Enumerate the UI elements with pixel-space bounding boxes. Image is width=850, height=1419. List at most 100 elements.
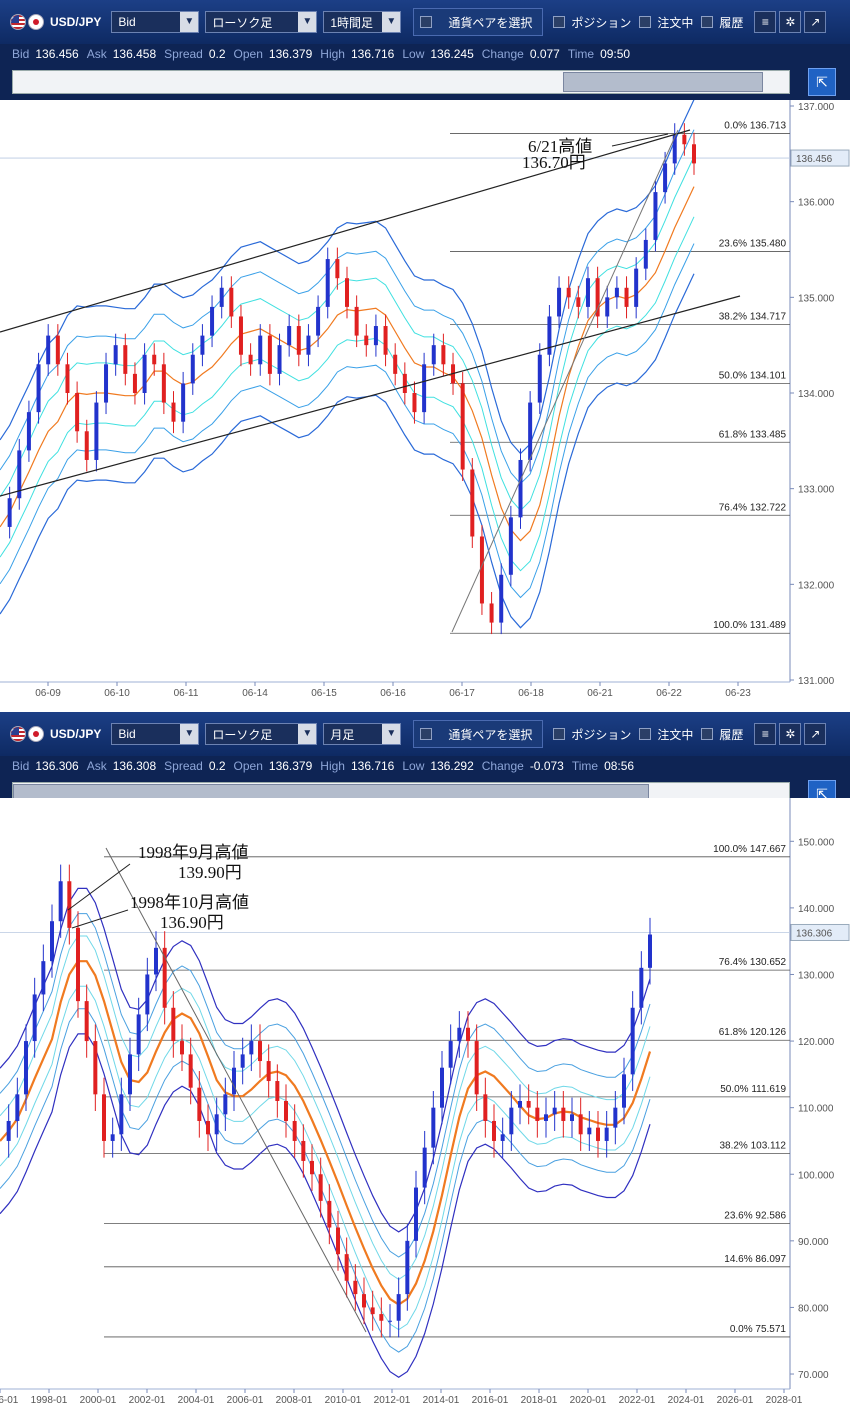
candle-body <box>402 373 407 393</box>
bollinger-band-inner <box>0 216 695 572</box>
candle-body <box>142 354 147 393</box>
price-type-value: Bid <box>118 727 136 741</box>
y-tick-label: 132.000 <box>798 580 835 591</box>
navigator-slider[interactable] <box>12 70 790 94</box>
jp-flag-icon <box>28 14 44 30</box>
candle-body <box>258 1041 262 1062</box>
annotation-line1: 6/21高値 <box>528 137 592 156</box>
candle-body <box>492 1120 496 1141</box>
history-checkbox[interactable] <box>701 16 714 28</box>
candle-body <box>552 1107 557 1115</box>
candle-body <box>578 1114 583 1135</box>
timeframe-select[interactable]: 1時間足 ▼ <box>323 11 402 33</box>
history-checkbox[interactable] <box>701 728 714 740</box>
zoom-icon[interactable]: ⇱ <box>808 68 836 96</box>
bid-value: 136.306 <box>35 759 79 773</box>
hourly-chart[interactable]: 137.000 136.000 135.000 134.000 133.000 132.0… <box>0 100 850 712</box>
candle-body <box>405 1240 410 1295</box>
time-label: Time <box>571 759 599 773</box>
candle-body <box>483 1094 488 1121</box>
moving-average-line <box>0 186 695 542</box>
select-pair-button[interactable]: 通貨ペアを選択 <box>413 720 544 748</box>
bollinger-band-mid <box>0 1008 651 1353</box>
menu-icon[interactable]: ≡ <box>754 723 777 745</box>
candle-body <box>67 881 72 928</box>
candle-body <box>630 1007 635 1075</box>
candle-body <box>431 1107 436 1148</box>
candle-body <box>460 383 465 470</box>
position-checkbox[interactable] <box>553 728 566 740</box>
candle-body <box>206 1120 210 1135</box>
annotation-line2: 136.70円 <box>522 153 586 172</box>
candle-body <box>648 934 652 968</box>
candle-body <box>119 1094 124 1135</box>
candle-body <box>162 947 167 1008</box>
orders-checkbox[interactable] <box>639 16 652 28</box>
candle-body <box>396 1294 401 1321</box>
candle-body <box>576 297 581 307</box>
chart-type-select[interactable]: ローソク足 ▼ <box>205 11 318 33</box>
fib-trend-line <box>451 129 679 633</box>
candle-body <box>200 335 205 355</box>
candle-body <box>17 450 22 499</box>
candle-body <box>663 163 668 193</box>
ask-label: Ask <box>86 47 107 61</box>
y-tick-label: 90.000 <box>798 1237 829 1248</box>
us-flag-icon <box>10 14 26 30</box>
popout-icon[interactable]: ↗ <box>804 723 827 745</box>
menu-icon[interactable]: ≡ <box>754 11 777 33</box>
candle-body <box>535 1107 540 1121</box>
select-pair-button[interactable]: 通貨ペアを選択 <box>413 8 544 36</box>
price-type-select[interactable]: Bid ▼ <box>111 11 200 33</box>
x-tick-label: 1996-01 <box>0 1395 19 1406</box>
high-value: 136.716 <box>350 47 395 61</box>
currency-pair-label: USD/JPY <box>50 15 102 29</box>
x-tick-label: 06-22 <box>656 688 682 699</box>
y-tick-label: 110.000 <box>798 1104 834 1115</box>
x-tick-label: 2014-01 <box>423 1395 460 1406</box>
chart-type-select[interactable]: ローソク足 ▼ <box>205 723 318 745</box>
y-tick-label: 70.000 <box>798 1370 829 1381</box>
history-label: 履歴 <box>719 15 744 30</box>
chevron-down-icon: ▼ <box>180 724 199 744</box>
history-label: 履歴 <box>719 727 744 742</box>
change-label: Change <box>481 759 524 773</box>
y-tick-label: 137.000 <box>798 102 835 113</box>
position-checkbox[interactable] <box>553 16 566 28</box>
gear-icon[interactable]: ✲ <box>779 11 802 33</box>
candle-body <box>275 1081 280 1101</box>
candle-body <box>622 1074 626 1108</box>
candle-body <box>544 1114 548 1121</box>
monthly-chart[interactable]: 150.000 140.000 130.000 120.000 110.000 100.0… <box>0 798 850 1419</box>
candle-body <box>104 364 109 403</box>
timeframe-select[interactable]: 月足 ▼ <box>323 723 402 745</box>
x-tick-label: 2026-01 <box>717 1395 754 1406</box>
candle-body <box>393 354 398 374</box>
quote-bar: Bid 136.306 Ask 136.308 Spread 0.2 Open 136.… <box>0 756 850 776</box>
candle-body <box>327 1200 332 1228</box>
popout-icon[interactable]: ↗ <box>804 11 827 33</box>
x-tick-label: 2022-01 <box>619 1395 656 1406</box>
current-price-box <box>790 149 850 167</box>
candle-body <box>537 354 542 403</box>
candle-body <box>325 259 330 307</box>
gear-icon[interactable]: ✲ <box>779 723 802 745</box>
candle-body <box>190 354 195 384</box>
bid-label: Bid <box>12 47 30 61</box>
candle-body <box>692 144 696 164</box>
spread-value: 0.2 <box>208 47 226 61</box>
fib-level-label: 0.0% 136.713 <box>724 120 786 131</box>
candle-body <box>219 287 224 307</box>
timeframe-value: 月足 <box>330 727 355 742</box>
candle-body <box>301 1140 306 1161</box>
fib-level-label: 23.6% 135.480 <box>719 238 787 249</box>
candle-body <box>362 1294 366 1308</box>
orders-checkbox[interactable] <box>639 728 652 740</box>
y-tick-label: 130.000 <box>798 970 835 981</box>
price-type-select[interactable]: Bid ▼ <box>111 723 200 745</box>
candle-body <box>76 927 80 1002</box>
navigator-window[interactable] <box>563 72 763 92</box>
current-price-label: 136.456 <box>796 154 833 165</box>
fib-level-label: 38.2% 103.112 <box>719 1141 786 1152</box>
chevron-down-icon: ▼ <box>382 12 401 32</box>
